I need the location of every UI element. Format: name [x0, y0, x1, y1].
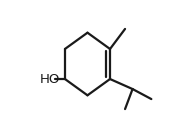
Text: HO: HO	[40, 73, 60, 86]
